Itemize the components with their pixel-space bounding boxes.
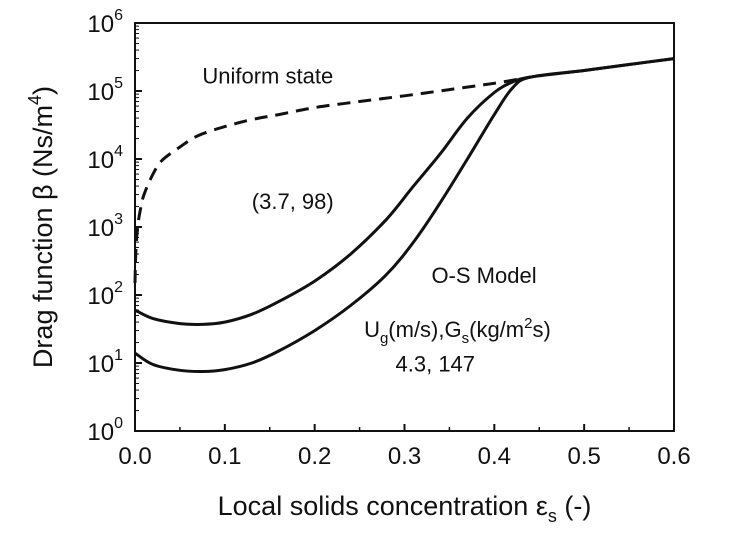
y-axis-ticks: 100 101 102 103 104 105 106: [87, 7, 142, 446]
x-tick-label: 0.0: [118, 443, 151, 470]
annotation-uniform-state: Uniform state: [202, 63, 333, 88]
y-axis-title: Drag function β (Ns/m4): [25, 86, 58, 368]
y-tick-label: 100: [87, 415, 123, 446]
y-tick-label: 102: [87, 279, 123, 310]
x-tick-label: 0.4: [478, 443, 511, 470]
annotation-parameter-legend: Ug(m/s),Gs(kg/m2s): [364, 315, 551, 347]
x-tick-label: 0.3: [388, 443, 421, 470]
series-line-3: [134, 57, 675, 374]
x-axis-ticks: 0.0 0.1 0.2 0.3 0.4 0.5 0.6: [118, 424, 691, 470]
y-tick-label: 106: [87, 7, 123, 38]
x-tick-label: 0.2: [298, 443, 331, 470]
series-layer: [133, 57, 675, 374]
x-tick-label: 0.5: [567, 443, 600, 470]
x-tick-label: 0.6: [657, 443, 690, 470]
y-tick-label: 101: [87, 347, 123, 378]
series-line-2: [134, 57, 675, 326]
annotation-upper-curve-params: (3.7, 98): [252, 189, 334, 214]
annotation-lower-curve-params: 4.3, 147: [396, 351, 476, 376]
annotation-model-name: O-S Model: [431, 263, 536, 288]
y-tick-label: 105: [87, 75, 123, 106]
x-axis-title: Local solids concentration εs (-): [218, 491, 592, 526]
y-tick-label: 103: [87, 211, 123, 242]
y-tick-label: 104: [87, 143, 123, 174]
x-tick-label: 0.1: [208, 443, 241, 470]
series-line-1: [133, 75, 531, 284]
